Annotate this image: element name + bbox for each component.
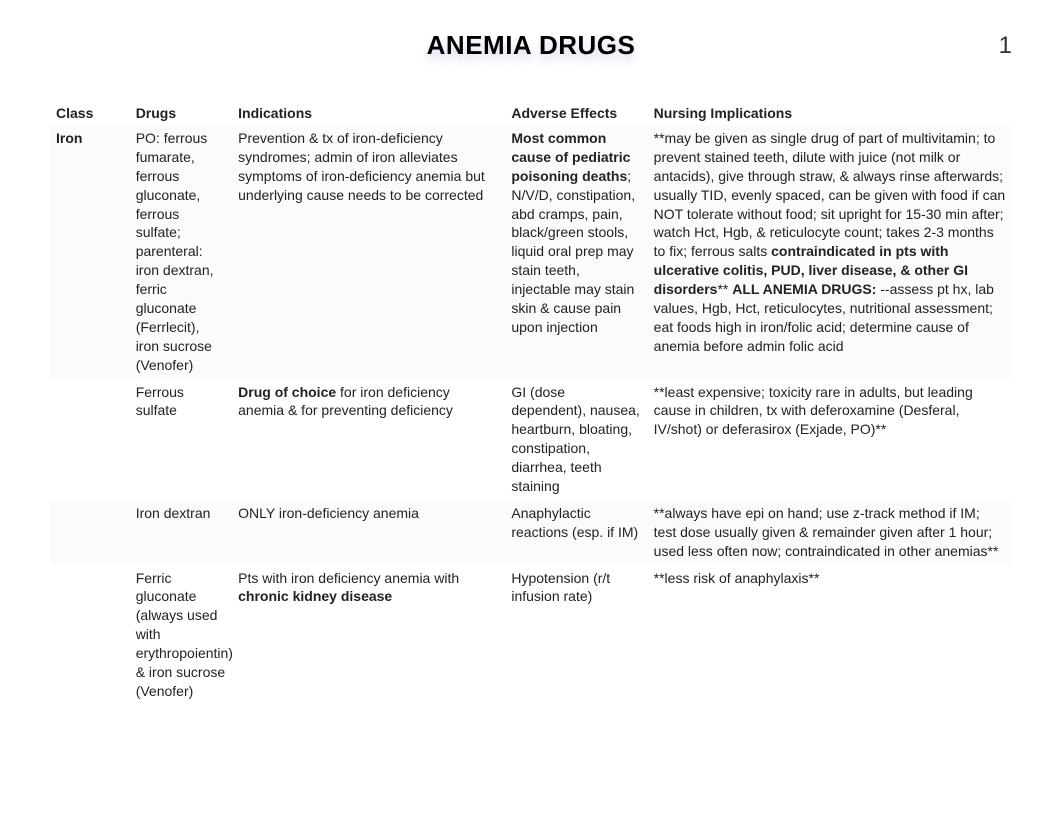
cell-adverse: Anaphylactic reactions (esp. if IM)	[505, 500, 647, 565]
cell-class	[50, 379, 130, 500]
cell-adverse: GI (dose dependent), nausea, heartburn, …	[505, 379, 647, 500]
cell-indications: Pts with iron deficiency anemia with chr…	[232, 565, 505, 705]
anemia-drugs-table: Class Drugs Indications Adverse Effects …	[50, 101, 1012, 705]
cell-adverse: Hypotension (r/t infusion rate)	[505, 565, 647, 705]
table-row: Iron PO: ferrous fumarate, ferrous gluco…	[50, 125, 1012, 379]
adverse-bold: Most common cause of pediatric poisoning…	[511, 130, 630, 184]
cell-indications: Prevention & tx of iron-deficiency syndr…	[232, 125, 505, 379]
indications-bold: chronic kidney disease	[238, 588, 392, 604]
nursing-bold2: ALL ANEMIA DRUGS:	[732, 281, 876, 297]
cell-drugs: PO: ferrous fumarate, ferrous gluconate,…	[130, 125, 232, 379]
col-header-nursing: Nursing Implications	[648, 101, 1012, 125]
cell-adverse: Most common cause of pediatric poisoning…	[505, 125, 647, 379]
nursing-pre: **may be given as single drug of part of…	[654, 130, 1006, 259]
table-row: Ferric gluconate (always used with eryth…	[50, 565, 1012, 705]
cell-indications: Drug of choice for iron deficiency anemi…	[232, 379, 505, 500]
nursing-mid: **	[717, 281, 732, 297]
table-row: Iron dextran ONLY iron-deficiency anemia…	[50, 500, 1012, 565]
cell-drugs: Ferric gluconate (always used with eryth…	[130, 565, 232, 705]
cell-indications: ONLY iron-deficiency anemia	[232, 500, 505, 565]
col-header-drugs: Drugs	[130, 101, 232, 125]
cell-class	[50, 500, 130, 565]
cell-class	[50, 565, 130, 705]
cell-class: Iron	[50, 125, 130, 379]
indications-bold: Drug of choice	[238, 384, 336, 400]
col-header-class: Class	[50, 101, 130, 125]
page-number: 1	[999, 32, 1012, 60]
cell-nursing: **may be given as single drug of part of…	[648, 125, 1012, 379]
cell-nursing: **least expensive; toxicity rare in adul…	[648, 379, 1012, 500]
adverse-rest: ; N/V/D, constipation, abd cramps, pain,…	[511, 168, 635, 335]
cell-drugs: Ferrous sulfate	[130, 379, 232, 500]
cell-nursing: **less risk of anaphylaxis**	[648, 565, 1012, 705]
page-title: ANEMIA DRUGS	[427, 30, 636, 61]
indications-pre: Pts with iron deficiency anemia with	[238, 570, 459, 586]
col-header-indications: Indications	[232, 101, 505, 125]
table-row: Ferrous sulfate Drug of choice for iron …	[50, 379, 1012, 500]
col-header-adverse: Adverse Effects	[505, 101, 647, 125]
table-header-row: Class Drugs Indications Adverse Effects …	[50, 101, 1012, 125]
document-header: ANEMIA DRUGS 1	[50, 30, 1012, 61]
cell-nursing: **always have epi on hand; use z-track m…	[648, 500, 1012, 565]
cell-drugs: Iron dextran	[130, 500, 232, 565]
